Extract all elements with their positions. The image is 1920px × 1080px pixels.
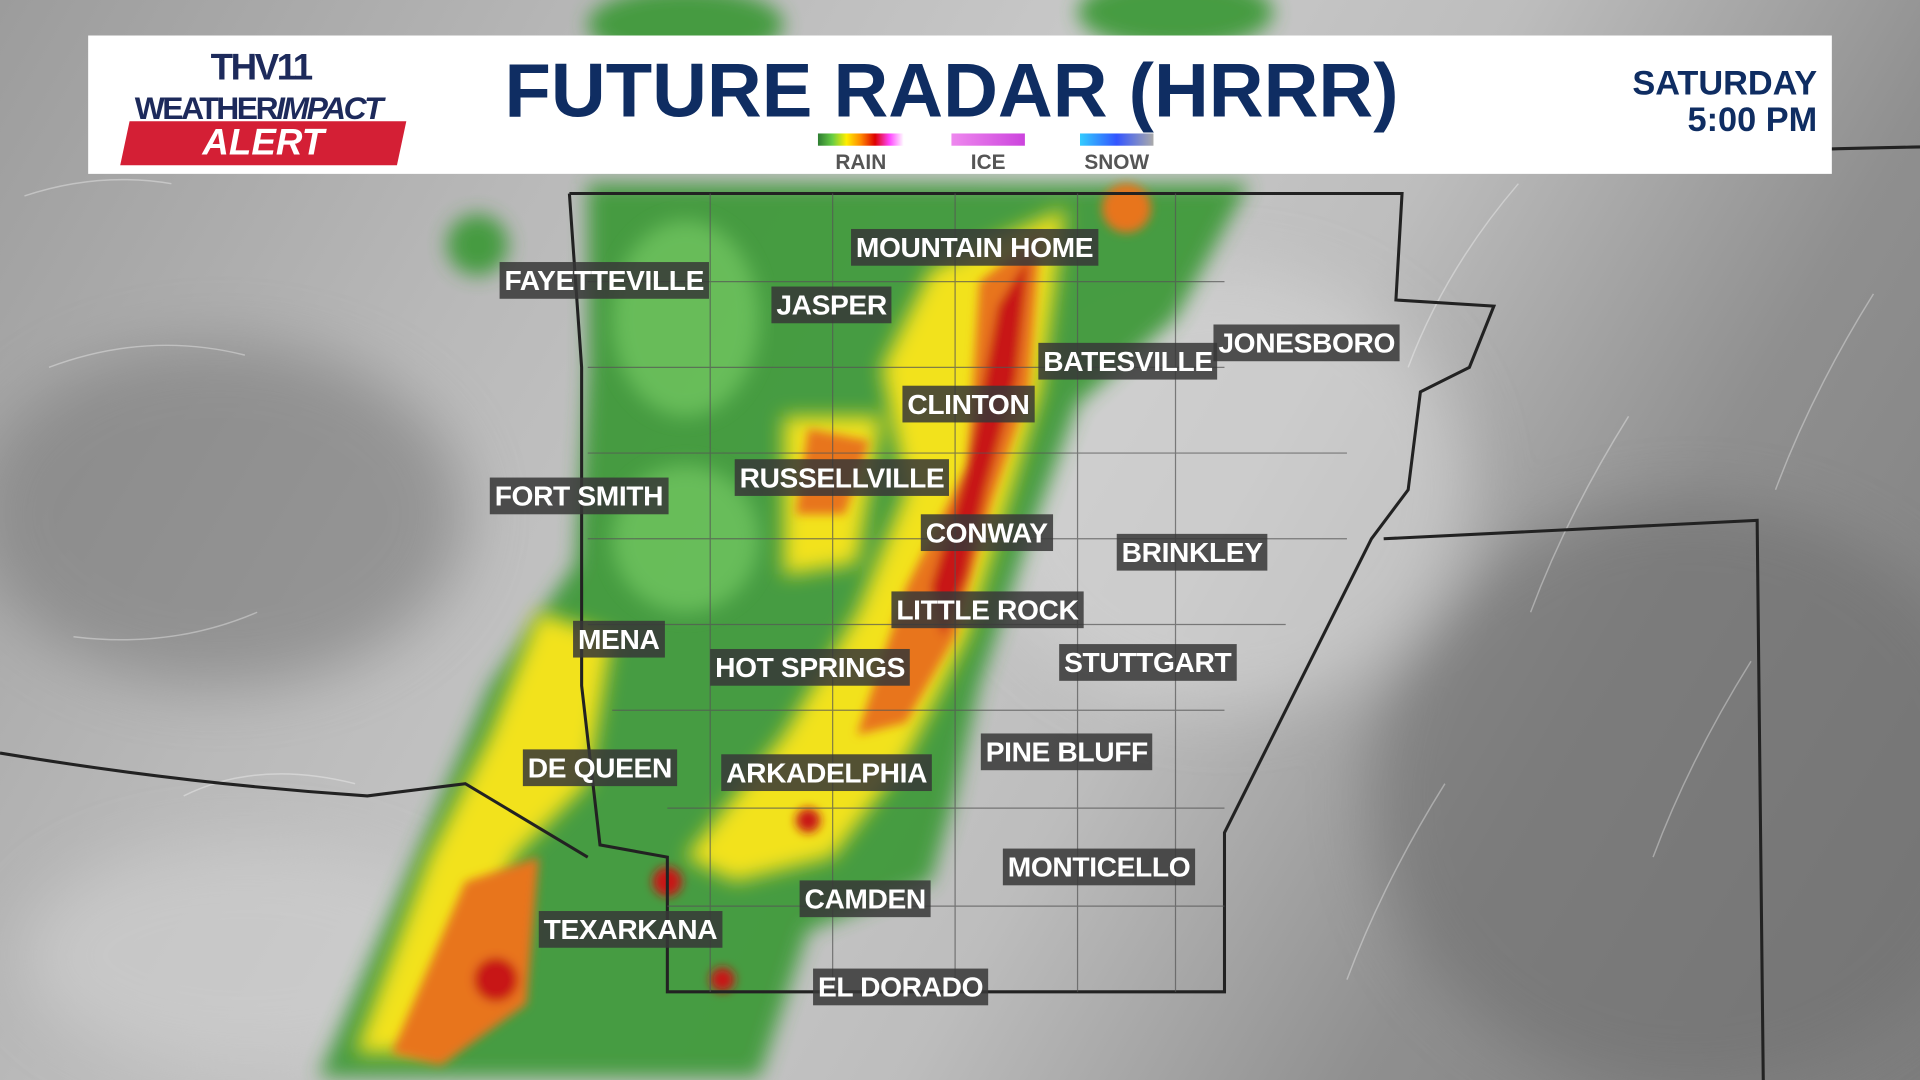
wind-streaks bbox=[24, 178, 1875, 980]
city-label: PINE BLUFF bbox=[980, 733, 1153, 771]
forecast-time: SATURDAY 5:00 PM bbox=[1632, 63, 1818, 139]
city-label: JONESBORO bbox=[1213, 324, 1400, 362]
logo-weather: WEATHER bbox=[134, 89, 279, 127]
logo-impact: IMPACT bbox=[276, 89, 383, 127]
city-label: BRINKLEY bbox=[1116, 533, 1268, 571]
logo-station: THV11 bbox=[210, 47, 314, 89]
city-label: EL DORADO bbox=[813, 968, 989, 1006]
city-label: RUSSELLVILLE bbox=[734, 459, 950, 496]
header-banner: THV11 WEATHERIMPACT ALERT FUTURE RADAR (… bbox=[88, 35, 1832, 175]
city-label: TEXARKANA bbox=[538, 911, 723, 948]
legend-rain-bar bbox=[817, 133, 904, 146]
legend-rain: RAIN bbox=[817, 133, 904, 175]
city-label: MONTICELLO bbox=[1002, 848, 1196, 886]
logo-alert-badge: ALERT bbox=[120, 121, 407, 166]
city-label: DE QUEEN bbox=[522, 749, 677, 787]
city-label: FAYETTEVILLE bbox=[499, 262, 709, 299]
city-label: MENA bbox=[573, 620, 665, 658]
forecast-hour: 5:00 PM bbox=[1687, 100, 1818, 139]
forecast-day: SATURDAY bbox=[1632, 63, 1818, 102]
legend-ice: ICE bbox=[951, 133, 1025, 175]
city-label: FORT SMITH bbox=[489, 477, 669, 515]
legend-ice-label: ICE bbox=[970, 150, 1006, 174]
logo-alert: ALERT bbox=[202, 122, 325, 163]
legend-ice-bar bbox=[951, 133, 1025, 146]
city-label: MOUNTAIN HOME bbox=[851, 228, 1099, 266]
city-label: STUTTGART bbox=[1059, 644, 1237, 681]
city-label: JASPER bbox=[771, 286, 892, 324]
city-label: HOT SPRINGS bbox=[710, 648, 911, 686]
city-label: ARKADELPHIA bbox=[721, 754, 932, 792]
city-label: CONWAY bbox=[920, 514, 1053, 552]
city-label: CLINTON bbox=[902, 385, 1035, 423]
city-label: CAMDEN bbox=[799, 880, 931, 918]
legend-rain-label: RAIN bbox=[835, 150, 887, 174]
legend-snow-bar bbox=[1080, 133, 1154, 146]
cloud-shading bbox=[0, 269, 1920, 1080]
station-logo: THV11 WEATHERIMPACT ALERT bbox=[120, 47, 431, 166]
legend-snow-label: SNOW bbox=[1084, 150, 1150, 174]
page-title: FUTURE RADAR (HRRR) bbox=[504, 48, 1399, 134]
city-label: BATESVILLE bbox=[1038, 342, 1218, 380]
city-label: LITTLE ROCK bbox=[891, 591, 1084, 629]
logo-weather-impact: WEATHERIMPACT bbox=[134, 89, 384, 127]
legend-snow: SNOW bbox=[1080, 133, 1154, 175]
